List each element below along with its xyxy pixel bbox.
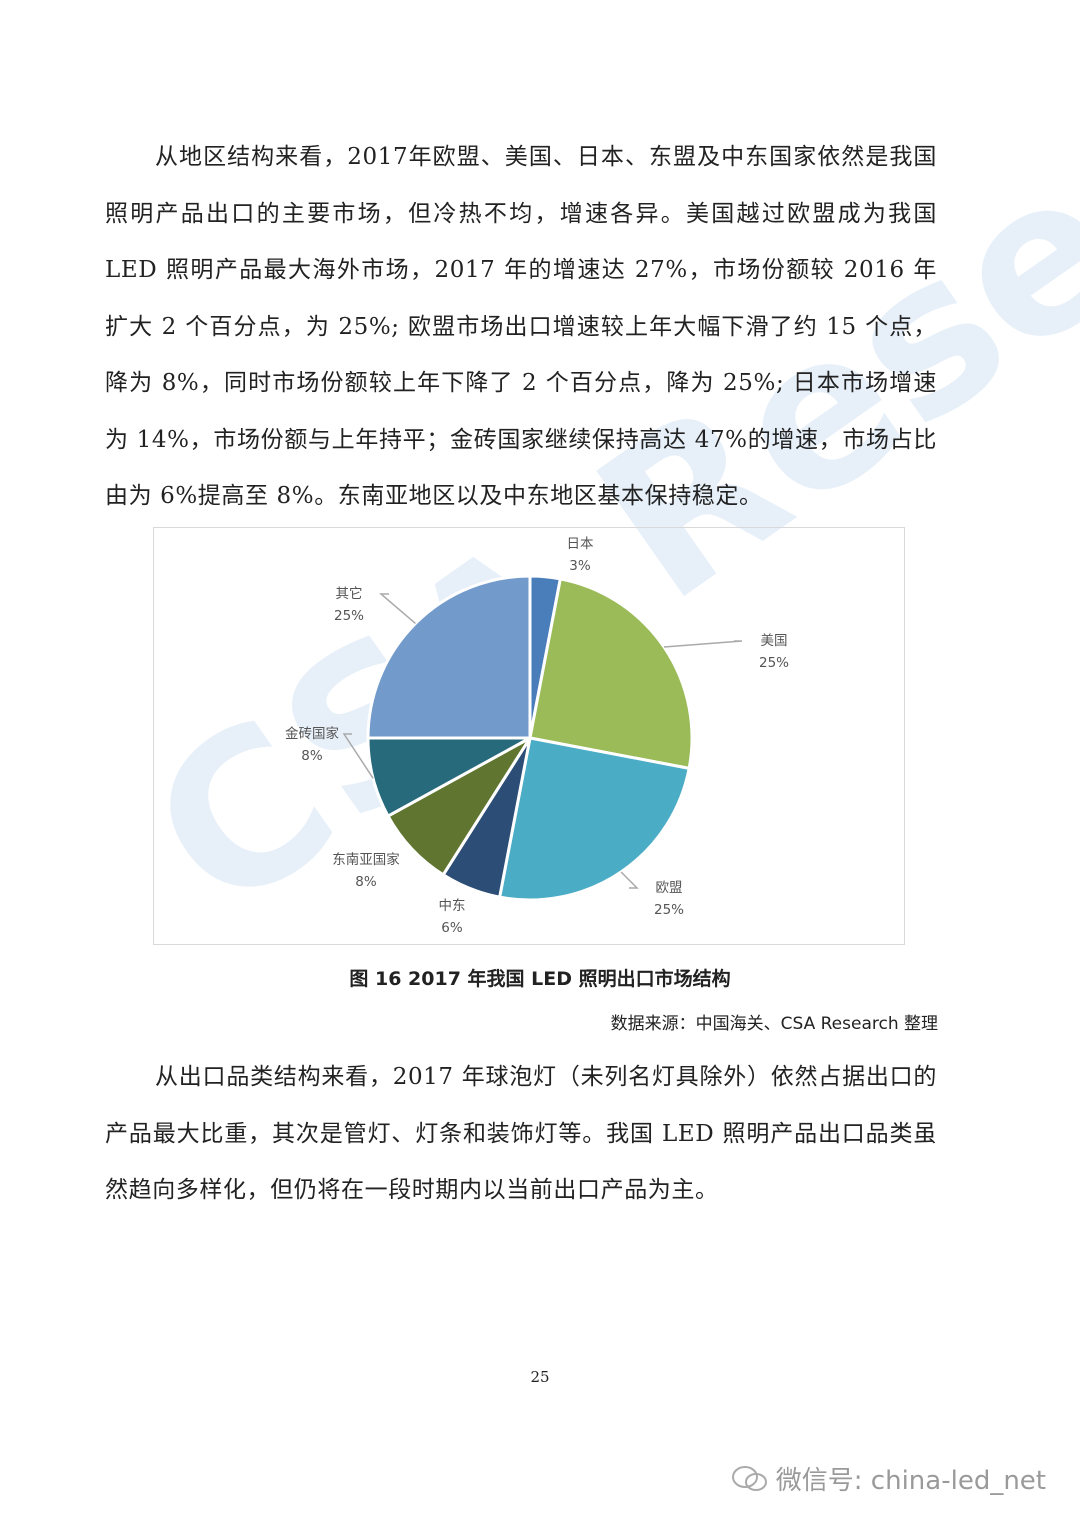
page-number: 25 xyxy=(530,1368,550,1386)
pie-chart-svg: 日本 3% 美国 25% 欧盟 25% 中东 6% 东南亚国家 8% 金砖国家 8% 其它 25% xyxy=(285,536,789,936)
slice-value-label: 25% xyxy=(759,655,789,671)
slice-category-label: 欧盟 xyxy=(656,880,683,896)
pie-chart: 日本 3% 美国 25% 欧盟 25% 中东 6% 东南亚国家 8% 金砖国家 8% 其它 25% xyxy=(153,527,905,945)
slice-category-label: 日本 xyxy=(567,536,595,552)
slice-value-label: 3% xyxy=(569,558,591,574)
wechat-footer: 微信号: china-led_net xyxy=(730,1460,1046,1497)
slice-value-label: 8% xyxy=(301,748,323,764)
leader-line-2 xyxy=(620,871,639,889)
paragraph-product-structure: 从出口品类结构来看，2017 年球泡灯（未列名灯具除外）依然占据出口的产品最大比… xyxy=(105,1064,937,1203)
leader-line-1 xyxy=(663,640,743,648)
slice-value-label: 25% xyxy=(654,902,684,918)
paragraph-region-structure: 从地区结构来看，2017年欧盟、美国、日本、东盟及中东国家依然是我国照明产品出口… xyxy=(105,144,937,509)
slice-category-label: 金砖国家 xyxy=(285,725,339,742)
leader-line-5 xyxy=(342,733,374,779)
pie-slice-6 xyxy=(366,574,532,740)
pie-slice-2 xyxy=(497,736,691,902)
slice-category-label: 其它 xyxy=(336,585,363,602)
wechat-id: 微信号: china-led_net xyxy=(775,1466,1046,1496)
slice-category-label: 东南亚国家 xyxy=(332,851,400,868)
leader-line-6 xyxy=(378,593,416,625)
data-source: 数据来源：中国海关、CSA Research 整理 xyxy=(610,1014,938,1034)
slice-value-label: 25% xyxy=(334,608,364,624)
figure-caption: 图 16 2017 年我国 LED 照明出口市场结构 xyxy=(349,968,731,990)
slice-value-label: 6% xyxy=(441,920,463,936)
slice-category-label: 中东 xyxy=(439,898,466,914)
slice-category-label: 美国 xyxy=(761,633,788,649)
pie-slice-1 xyxy=(528,577,694,771)
wechat-icon xyxy=(731,1465,767,1491)
slice-value-label: 8% xyxy=(355,874,377,890)
